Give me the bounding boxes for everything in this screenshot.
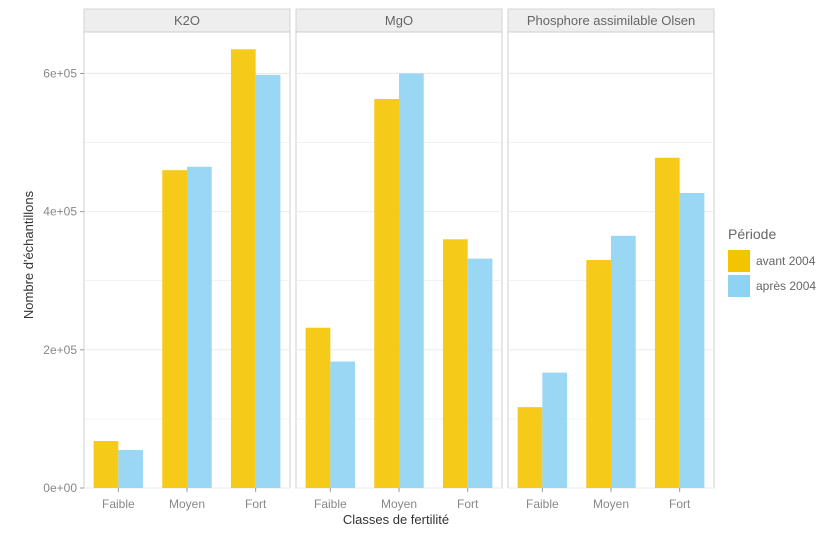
bar [467,258,493,488]
bar [399,73,424,489]
bar [230,49,256,488]
y-tick-label: 4e+05 [43,205,77,219]
legend-key [728,250,750,272]
bar [517,407,543,488]
bar [679,192,705,488]
y-axis-title: Nombre d'échantillons [21,190,36,319]
y-tick-label: 0e+00 [43,481,77,495]
bar [611,235,636,488]
x-tick-label: Faible [526,497,559,511]
bar [162,170,187,488]
bar [118,450,144,488]
legend-title: Période [728,226,776,242]
facet-title: Phosphore assimilable Olsen [527,13,695,28]
facet-panel: Phosphore assimilable Olsen [507,8,715,489]
legend-label: avant 2004 [756,254,816,268]
y-tick-label: 2e+05 [43,343,77,357]
x-tick-label: Fort [245,497,267,511]
bar [442,239,468,488]
y-axis: 0e+00 2e+05 4e+05 6e+05 [43,66,84,495]
bar [187,166,212,488]
x-tick-label: Moyen [593,497,629,511]
y-tick-label: 6e+05 [43,66,77,80]
legend: Période avant 2004 après 2004 [728,226,816,297]
facet-panel: K2O [83,8,291,489]
bar [93,441,119,488]
x-tick-label: Moyen [381,497,417,511]
bar [374,99,399,488]
legend-label: après 2004 [756,279,816,293]
bar [255,74,281,488]
facet-panel: MgO [295,8,503,489]
facet-panels: K2O MgO Phosphore assimilable Olsen [83,8,715,489]
bar [542,372,568,488]
x-tick-label: Fort [669,497,691,511]
bar [654,157,680,488]
x-axis: Faible Moyen Fort Faible Moyen Fort Faible Moye… [102,488,691,511]
x-tick-label: Faible [102,497,135,511]
bar [330,361,356,488]
facet-title: K2O [174,13,200,28]
x-tick-label: Faible [314,497,347,511]
facet-title: MgO [385,13,413,28]
x-tick-label: Moyen [169,497,205,511]
bar [586,260,611,488]
legend-key [728,275,750,297]
x-axis-title: Classes de fertilité [343,512,449,527]
x-tick-label: Fort [457,497,479,511]
bar [305,327,331,488]
